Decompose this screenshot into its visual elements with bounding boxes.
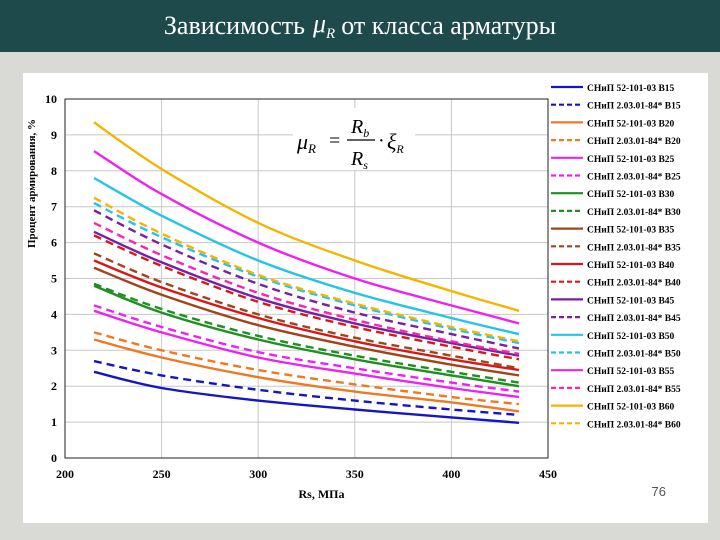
slide-title: Зависимость μR от класса арматуры — [0, 0, 720, 52]
legend-label-4: СНиП 2.03.01-84* В20 — [587, 137, 681, 147]
legend-label-14: СНиП 2.03.01-84* В45 — [587, 314, 681, 324]
legend-label-19: СНиП 52-101-03 В60 — [587, 403, 675, 413]
legend-label-16: СНиП 2.03.01-84* В50 — [587, 350, 681, 360]
y-tick-label: 6 — [51, 236, 57, 250]
chart-legend: СНиП 52-101-03 В15 СНиП 2.03.01-84* В15 СН… — [551, 84, 681, 430]
y-tick-label: 2 — [51, 379, 57, 393]
x-axis-label: Rs, МПа — [299, 487, 345, 501]
formula-numerator: Rb — [350, 116, 369, 140]
legend-label-6: СНиП 2.03.01-84* В25 — [587, 173, 681, 183]
y-tick-label: 4 — [51, 307, 57, 321]
legend-label-5: СНиП 52-101-03 В25 — [587, 155, 675, 165]
legend-label-15: СНиП 52-101-03 В50 — [587, 332, 675, 342]
legend-label-13: СНиП 52-101-03 В45 — [587, 296, 675, 306]
series-line-15 — [93, 176, 520, 336]
formula-background — [293, 108, 415, 170]
series-line-3 — [93, 338, 520, 413]
legend-label-11: СНиП 52-101-03 В40 — [587, 261, 675, 271]
series-line-9 — [93, 266, 520, 377]
series-line-19 — [93, 121, 520, 312]
series-line-8 — [93, 282, 520, 384]
series-line-7 — [93, 284, 520, 388]
series-line-5 — [93, 309, 520, 399]
legend-label-17: СНиП 52-101-03 В55 — [587, 367, 675, 377]
title-subscript: R — [326, 26, 336, 43]
y-tick-label: 7 — [51, 200, 57, 214]
title-suffix: от класса арматуры — [341, 11, 557, 40]
series-line-1 — [93, 370, 520, 424]
y-tick-label: 5 — [51, 272, 57, 286]
y-tick-label: 0 — [51, 451, 57, 465]
legend-label-1: СНиП 52-101-03 В15 — [587, 84, 675, 94]
chart-slide: 200 250 300 350 400 450 0 1 2 3 4 5 6 7 8 9 10 Rs, МПа Про… — [23, 73, 708, 523]
y-tick-label: 3 — [51, 343, 57, 357]
legend-label-7: СНиП 52-101-03 В30 — [587, 190, 675, 200]
series-line-20 — [93, 196, 520, 343]
series-line-16 — [93, 202, 520, 345]
y-tick-label: 9 — [51, 128, 57, 142]
legend-label-8: СНиП 2.03.01-84* В30 — [587, 208, 681, 218]
y-tick-label: 10 — [45, 92, 57, 106]
legend-label-12: СНиП 2.03.01-84* В40 — [587, 279, 681, 289]
formula-mu: μR — [296, 129, 316, 156]
legend-label-18: СНиП 2.03.01-84* В55 — [587, 385, 681, 395]
chart-axes: 200 250 300 350 400 450 0 1 2 3 4 5 6 7 8 9 10 Rs, МПа Про… — [26, 92, 557, 501]
x-tick-label: 400 — [442, 467, 460, 481]
formula-equals: = — [329, 130, 340, 152]
x-tick-label: 200 — [56, 467, 74, 481]
series-line-13 — [93, 230, 520, 357]
y-tick-label: 8 — [51, 164, 57, 178]
series-line-4 — [93, 331, 520, 406]
title-prefix: Зависимость — [163, 11, 305, 40]
x-tick-label: 250 — [153, 467, 171, 481]
y-axis-label: Процент армирования, % — [26, 119, 38, 248]
page-number: 76 — [651, 484, 666, 499]
formula-xi: ξR — [387, 129, 404, 156]
formula-box: μR = Rb Rs · ξR — [293, 108, 415, 172]
series-line-10 — [93, 252, 520, 370]
series-line-14 — [93, 209, 520, 350]
series-line-11 — [93, 259, 520, 372]
series-line-6 — [93, 304, 520, 393]
formula-denominator: Rs — [350, 148, 368, 172]
series-line-12 — [93, 234, 520, 361]
title-bar — [0, 0, 720, 52]
title-mu: μ — [312, 8, 327, 38]
chart-lines — [93, 121, 520, 424]
series-line-2 — [93, 359, 520, 417]
plot-frame — [64, 98, 549, 459]
title-symbol: μR — [313, 9, 335, 43]
legend-label-3: СНиП 52-101-03 В20 — [587, 119, 675, 129]
x-tick-label: 450 — [539, 467, 557, 481]
chart-svg: 200 250 300 350 400 450 0 1 2 3 4 5 6 7 8 9 10 Rs, МПа Про… — [26, 84, 681, 501]
legend-label-20: СНиП 2.03.01-84* В60 — [587, 420, 681, 430]
legend-label-2: СНиП 2.03.01-84* В15 — [587, 102, 681, 112]
x-tick-label: 350 — [346, 467, 364, 481]
series-line-17 — [93, 150, 520, 325]
legend-label-9: СНиП 52-101-03 В35 — [587, 226, 675, 236]
formula-dot: · — [378, 130, 385, 152]
y-tick-label: 1 — [51, 415, 57, 429]
series-line-18 — [93, 221, 520, 356]
x-tick-label: 300 — [249, 467, 267, 481]
legend-label-10: СНиП 2.03.01-84* В35 — [587, 243, 681, 253]
